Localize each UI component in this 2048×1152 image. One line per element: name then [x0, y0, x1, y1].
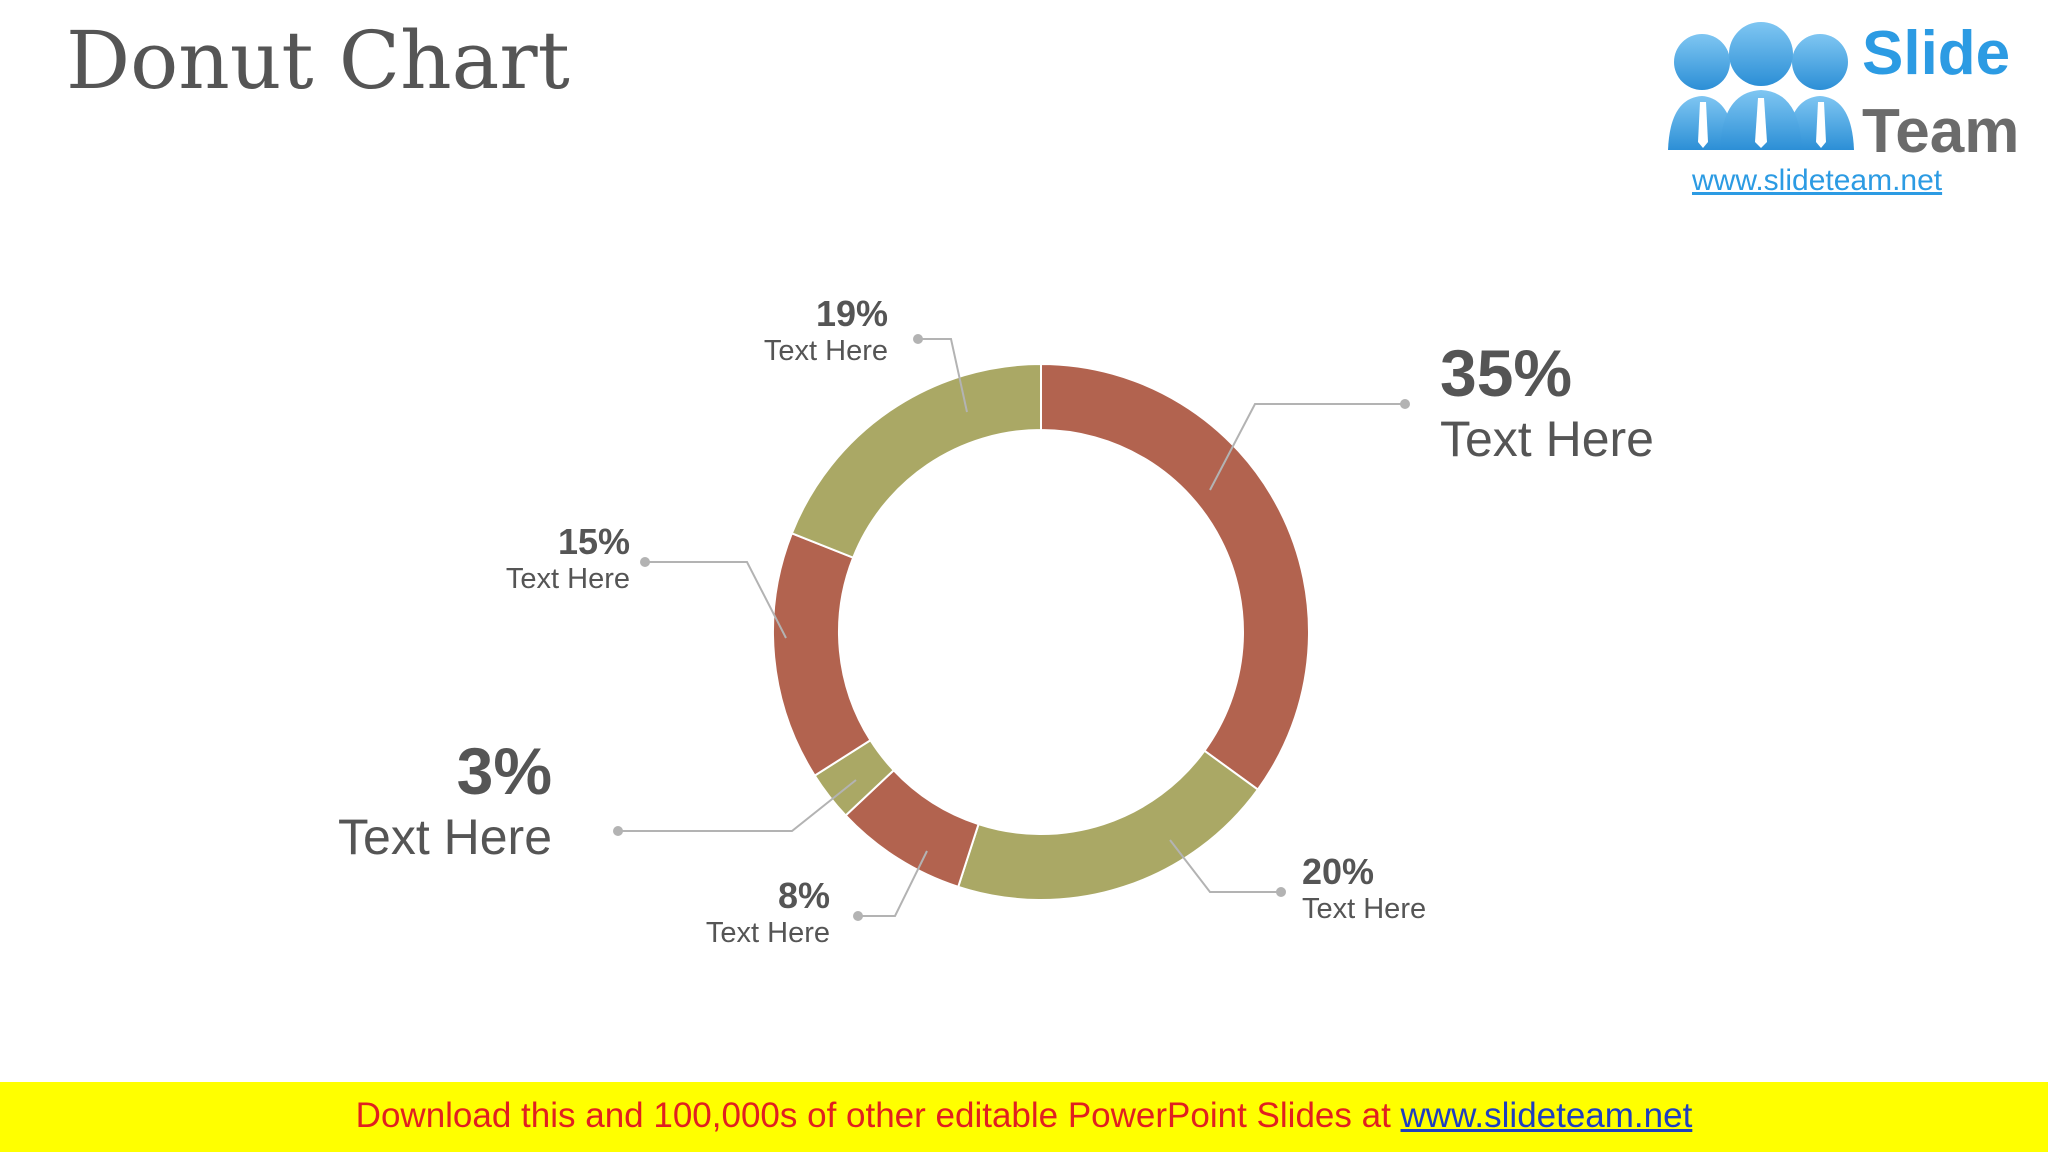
slice-percent-label-3: 3% — [457, 734, 552, 808]
leader-line-1 — [1169, 839, 1281, 893]
donut-slice-0 — [1040, 362, 1310, 791]
download-banner: Download this and 100,000s of other edit… — [0, 1082, 2048, 1152]
slice-percent-label-4: 15% — [558, 521, 630, 562]
leader-dot-0 — [1400, 399, 1410, 409]
slide-title: Donut Chart — [66, 14, 570, 107]
people-icon — [1668, 22, 1854, 150]
slice-text-label-4: Text Here — [506, 563, 630, 595]
donut-slice-4 — [772, 532, 872, 777]
slice-percent-label-5: 19% — [816, 293, 888, 334]
donut-slice-1 — [956, 749, 1260, 901]
leader-line-5 — [918, 338, 968, 413]
slice-text-label-5: Text Here — [764, 335, 888, 367]
leader-dot-4 — [640, 557, 650, 567]
slice-text-label-3: Text Here — [338, 809, 552, 865]
logo-word-team: Team — [1862, 97, 2020, 166]
leader-line-4 — [645, 561, 787, 639]
slice-percent-label-0: 35% — [1440, 336, 1572, 410]
slice-percent-label-2: 8% — [778, 875, 830, 916]
slice-text-label-0: Text Here — [1440, 411, 1654, 467]
leader-dot-2 — [853, 911, 863, 921]
logo-url-link[interactable]: www.slideteam.net — [1692, 164, 1943, 197]
leader-dot-5 — [913, 334, 923, 344]
slideteam-logo[interactable]: Slide Team www.slideteam.net — [1640, 0, 2048, 200]
leader-line-0 — [1209, 403, 1405, 491]
banner-message: Download this and 100,000s of other edit… — [355, 1096, 1401, 1135]
leader-line-3 — [618, 779, 857, 832]
banner-link[interactable]: www.slideteam.net — [1400, 1096, 1693, 1135]
banner-text: Download this and 100,000s of other edit… — [0, 1096, 2048, 1136]
slice-percent-label-1: 20% — [1302, 851, 1374, 892]
leader-dot-1 — [1276, 887, 1286, 897]
leader-line-2 — [858, 850, 928, 917]
slice-text-label-1: Text Here — [1302, 893, 1426, 925]
slice-text-label-2: Text Here — [706, 917, 830, 949]
leader-dot-3 — [613, 826, 623, 836]
logo-word-slide: Slide — [1862, 19, 2011, 88]
donut-slice-5 — [790, 362, 1042, 559]
